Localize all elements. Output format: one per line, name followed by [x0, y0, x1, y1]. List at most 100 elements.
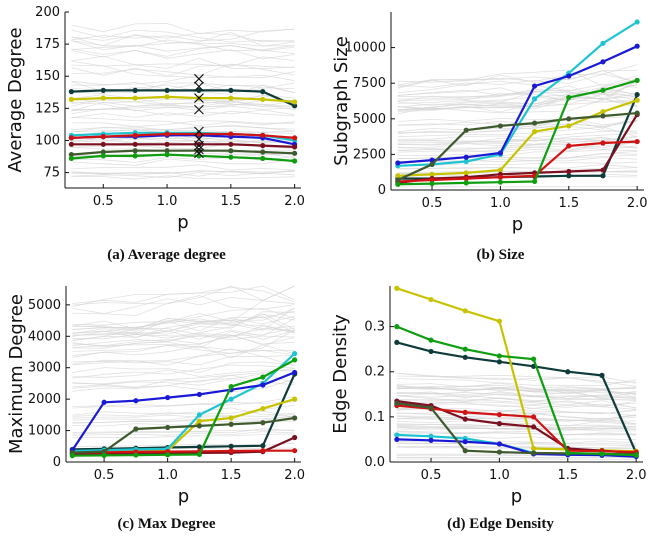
- background-line: [397, 80, 638, 102]
- background-line: [397, 80, 638, 94]
- series-point: [497, 179, 504, 185]
- background-line: [396, 403, 637, 410]
- background-line: [71, 55, 295, 67]
- y-tick-label: 3000: [28, 361, 61, 376]
- series-point: [260, 382, 266, 388]
- background-line: [397, 95, 638, 111]
- series-line: [397, 21, 638, 167]
- series-point: [165, 394, 171, 401]
- chart-edge-density: 0.0 0.1 0.2 0.3 0.5 1.0 1.5 2.0 p Edge Density: [330, 285, 647, 507]
- background-line: [396, 424, 637, 429]
- caption-size: (b) Size: [476, 247, 525, 263]
- series-line: [397, 112, 638, 182]
- background-line: [71, 135, 295, 143]
- background-line: [72, 420, 295, 427]
- background-line: [72, 316, 295, 330]
- series-point: [600, 109, 606, 115]
- series-point: [530, 450, 537, 456]
- x-tick-label: 1.5: [221, 468, 242, 483]
- series-point: [462, 308, 468, 314]
- y-tick-label: 0.1: [364, 410, 385, 425]
- background-line: [72, 329, 295, 342]
- background-line: [396, 415, 637, 425]
- series-point: [228, 383, 234, 390]
- series-point: [292, 415, 298, 421]
- background-line: [397, 133, 638, 144]
- background-line: [71, 94, 295, 103]
- x-axis-label: p: [511, 486, 522, 507]
- series-point: [462, 346, 468, 352]
- background-line: [396, 395, 637, 402]
- series-point: [530, 414, 537, 420]
- background-line: [71, 105, 295, 112]
- chart-subgraph-size: 0 2500 5000 7500 10000 0.5 1.0 1.5 2.0 p Subgraph …: [331, 12, 648, 235]
- series-point: [600, 40, 606, 46]
- series-point: [101, 399, 107, 405]
- series-point: [133, 426, 139, 432]
- series-point: [462, 448, 468, 454]
- series-point: [68, 135, 74, 141]
- series-point: [165, 452, 171, 458]
- series-line: [71, 153, 295, 163]
- x-tick-label: 1.5: [220, 194, 241, 209]
- background-line: [71, 45, 295, 57]
- background-line: [72, 329, 295, 354]
- background-line: [396, 400, 637, 407]
- series-point: [196, 391, 202, 398]
- series-point: [228, 87, 234, 93]
- background-line: [72, 285, 295, 306]
- series-point: [132, 153, 138, 159]
- y-tick-label: 175: [35, 37, 60, 52]
- x-tick-label: 0.5: [93, 194, 114, 209]
- series-point: [292, 150, 298, 156]
- series-line: [71, 149, 295, 156]
- series-point: [566, 94, 572, 101]
- background-line: [71, 129, 295, 134]
- background-line: [396, 440, 637, 444]
- series-point: [260, 149, 266, 155]
- series-point: [228, 154, 234, 160]
- series-point: [292, 350, 298, 357]
- series-point: [164, 87, 170, 93]
- y-tick-label: 10000: [345, 41, 386, 56]
- series-point: [292, 103, 298, 109]
- background-line: [72, 378, 295, 393]
- series-line: [397, 79, 638, 186]
- series-point: [100, 149, 106, 155]
- background-line: [72, 330, 295, 349]
- series-point: [462, 439, 468, 445]
- background-line: [397, 140, 638, 148]
- series-point: [228, 141, 234, 147]
- series-point: [228, 421, 234, 427]
- caption-max-degree: (c) Max Degree: [117, 516, 216, 532]
- series-point: [429, 157, 435, 163]
- series-point: [196, 444, 202, 450]
- series-line: [397, 99, 638, 177]
- series-point: [260, 96, 266, 102]
- background-line: [396, 391, 637, 399]
- series-point: [260, 405, 266, 412]
- series-point: [394, 339, 400, 346]
- series-point: [566, 116, 572, 122]
- series-point: [100, 141, 106, 147]
- background-line: [72, 313, 295, 330]
- background-lines: [72, 285, 295, 454]
- background-line: [396, 415, 637, 421]
- series-point: [599, 451, 605, 457]
- series-point: [394, 432, 400, 438]
- series-point: [462, 416, 468, 422]
- series-point: [292, 434, 298, 441]
- background-line: [72, 368, 295, 385]
- background-line: [71, 164, 295, 171]
- series-point: [462, 409, 468, 415]
- background-line: [397, 73, 638, 88]
- series-point: [599, 372, 605, 378]
- background-line: [397, 141, 638, 150]
- background-line: [72, 344, 295, 359]
- x-axis-label: p: [178, 486, 189, 507]
- background-line: [71, 175, 295, 180]
- series-line: [71, 371, 296, 451]
- x-axis-label: p: [177, 212, 188, 233]
- series-point: [496, 353, 503, 359]
- series-point: [531, 83, 538, 89]
